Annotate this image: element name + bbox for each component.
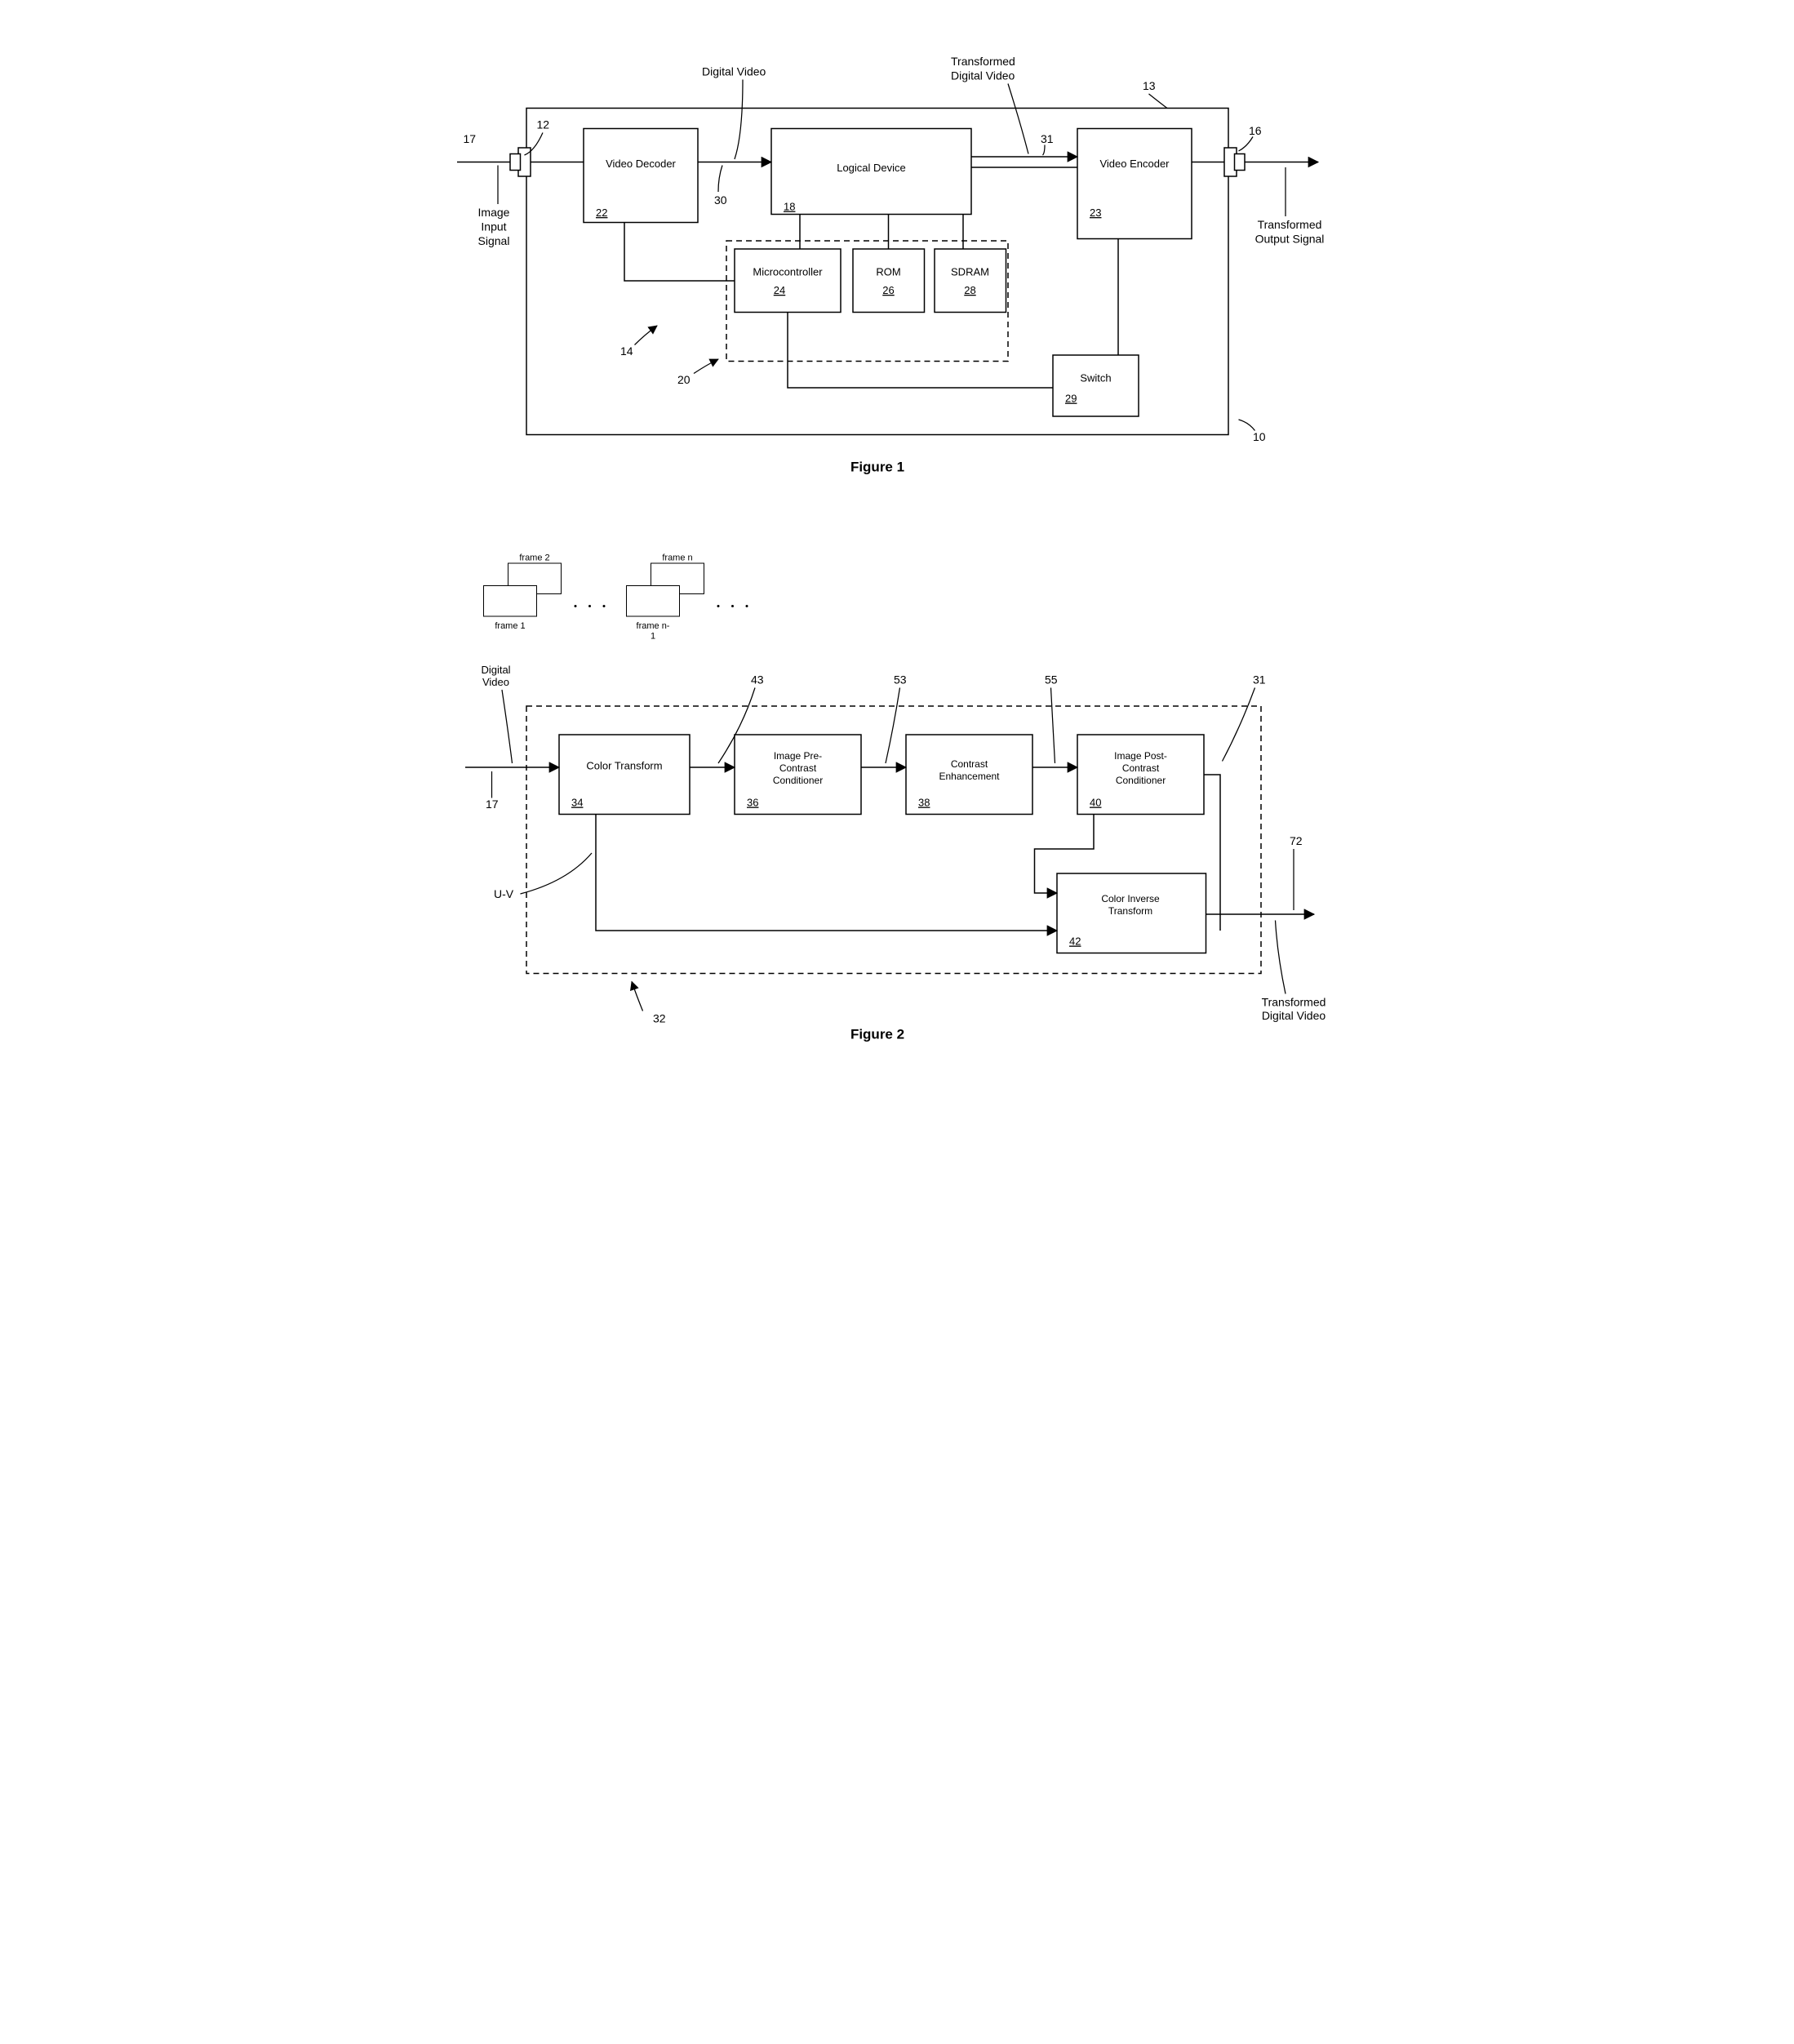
fig2-ref-17: 17 (486, 798, 499, 811)
inv-label-1: Color Inverse (1101, 893, 1160, 904)
rom-num: 26 (882, 284, 894, 296)
post-num: 40 (1090, 797, 1101, 809)
decoder-num: 22 (596, 207, 607, 219)
contrast-label-2: Enhancement (939, 771, 1000, 782)
frame1-label: frame 1 (495, 621, 525, 631)
leader-uv (520, 853, 592, 894)
fig2-title: Figure 2 (850, 1027, 904, 1042)
contrast-num: 38 (918, 797, 930, 809)
logical-label: Logical Device (837, 162, 906, 174)
ref-13: 13 (1143, 79, 1156, 92)
leader-fig2-31 (1222, 688, 1254, 762)
leader-fig2-dv (502, 690, 513, 763)
color-num: 34 (571, 797, 583, 809)
dot (602, 605, 605, 607)
leader-32 (632, 982, 643, 1011)
ref-20: 20 (677, 373, 691, 386)
color-label: Color Transform (586, 760, 662, 772)
line-uv (596, 815, 1057, 931)
framen1-label-b: 1 (650, 632, 655, 642)
inv-label-2: Transform (1108, 905, 1152, 917)
leader-10 (1238, 420, 1254, 431)
inv-num: 42 (1069, 935, 1081, 948)
fig2-dv-2: Video (482, 676, 508, 688)
framen1-label-a: frame n- (636, 621, 669, 631)
block-microcontroller (735, 249, 841, 313)
fig2-ref-55: 55 (1045, 673, 1058, 687)
frame-group-2: frame n frame n- 1 (626, 553, 704, 642)
sdram-label: SDRAM (951, 266, 989, 278)
pre-label-3: Conditioner (772, 775, 822, 786)
fig1-out-2: Output Signal (1254, 233, 1324, 246)
ref-30: 30 (714, 193, 727, 207)
ref-31: 31 (1041, 132, 1054, 145)
encoder-label: Video Encoder (1099, 158, 1170, 170)
block-video-encoder (1077, 129, 1192, 239)
dot (731, 605, 734, 607)
connector-left (510, 148, 531, 176)
post-label-3: Conditioner (1115, 775, 1165, 786)
pre-label-1: Image Pre- (773, 750, 821, 762)
ref-16: 16 (1249, 124, 1262, 137)
pre-label-2: Contrast (779, 762, 816, 774)
micro-label: Microcontroller (753, 266, 823, 278)
fig1-out-1: Transformed (1257, 218, 1321, 231)
switch-num: 29 (1065, 393, 1077, 405)
post-label-1: Image Post- (1114, 750, 1167, 762)
fig2-transformed-1: Transformed (1261, 996, 1326, 1009)
label-transformed-dv-1: Transformed (951, 55, 1015, 68)
framen-label: frame n (662, 553, 692, 563)
leader-16 (1238, 137, 1253, 152)
fig2-transformed-2: Digital Video (1261, 1009, 1326, 1022)
fig2-ref-32: 32 (653, 1012, 666, 1025)
micro-num: 24 (773, 284, 784, 296)
label-transformed-dv-2: Digital Video (951, 69, 1015, 82)
fig2-ref-72: 72 (1290, 834, 1303, 847)
dot (574, 605, 576, 607)
fig2-ref-53: 53 (894, 673, 907, 687)
pre-num: 36 (747, 797, 758, 809)
ref-10: 10 (1253, 430, 1266, 443)
label-digital-video: Digital Video (702, 65, 766, 78)
ref-17: 17 (463, 132, 476, 145)
connector-right (1224, 148, 1245, 176)
diagram-canvas: Video Decoder 22 Logical Device 18 Video… (449, 33, 1346, 1055)
fig2-dv-1: Digital (481, 664, 510, 676)
fig2-uv-label: U-V (494, 887, 514, 900)
encoder-num: 23 (1090, 207, 1101, 219)
leader-13 (1148, 94, 1167, 109)
fig2-ref-43: 43 (751, 673, 764, 687)
frame-group-1: frame 2 frame 1 (483, 553, 561, 632)
block-rom (853, 249, 925, 313)
leader-fig2-transformed (1275, 921, 1286, 994)
ref-14: 14 (620, 344, 633, 358)
dot (717, 605, 719, 607)
fig2-ref-31: 31 (1253, 673, 1266, 687)
ref-12: 12 (536, 118, 549, 131)
block-switch (1053, 355, 1139, 416)
logical-num: 18 (784, 201, 795, 213)
frame2-label: frame 2 (519, 553, 549, 563)
leader-53 (886, 688, 900, 764)
block-sdram (935, 249, 1006, 313)
sdram-num: 28 (964, 284, 975, 296)
fig1-title: Figure 1 (850, 460, 904, 475)
contrast-label-1: Contrast (950, 758, 988, 770)
post-label-2: Contrast (1121, 762, 1159, 774)
fig1-img-in-2: Input (481, 220, 506, 233)
decoder-label: Video Decoder (606, 158, 676, 170)
switch-label: Switch (1080, 372, 1111, 384)
figure-2: frame 2 frame 1 frame n frame n- 1 Color… (465, 553, 1326, 1042)
rom-label: ROM (876, 266, 900, 278)
fig1-img-in-3: Signal (477, 234, 509, 247)
dot (745, 605, 748, 607)
fig1-img-in-1: Image (477, 206, 509, 219)
leader-55 (1050, 688, 1055, 764)
dot (588, 605, 591, 607)
figure-1: Video Decoder 22 Logical Device 18 Video… (457, 55, 1324, 475)
